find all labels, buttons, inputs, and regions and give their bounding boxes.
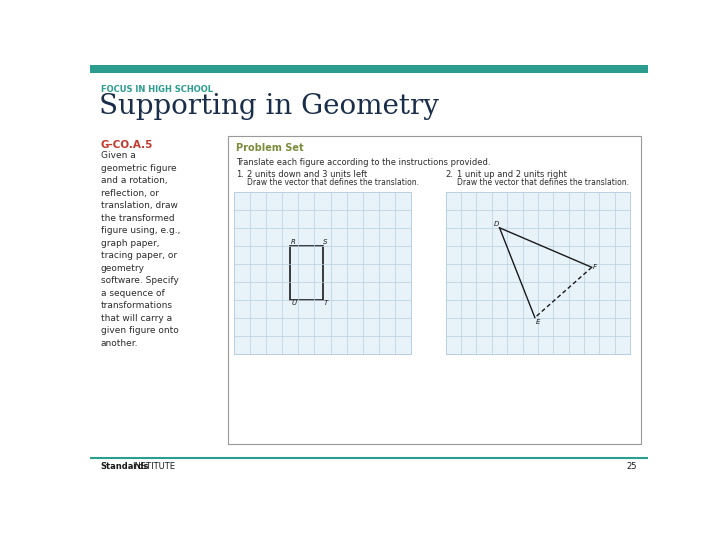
Text: INSTITUTE: INSTITUTE xyxy=(132,462,175,471)
Text: G-CO.A.5: G-CO.A.5 xyxy=(101,140,153,150)
Text: Draw the vector that defines the translation.: Draw the vector that defines the transla… xyxy=(246,178,418,187)
Text: R: R xyxy=(291,239,296,245)
Text: Draw the vector that defines the translation.: Draw the vector that defines the transla… xyxy=(456,178,629,187)
Text: T: T xyxy=(323,300,328,306)
Text: 2 units down and 3 units left: 2 units down and 3 units left xyxy=(246,170,366,179)
Text: Given a
geometric figure
and a rotation,
reflection, or
translation, draw
the tr: Given a geometric figure and a rotation,… xyxy=(101,151,180,348)
Text: Translate each figure according to the instructions provided.: Translate each figure according to the i… xyxy=(235,158,490,167)
Text: 1 unit up and 2 units right: 1 unit up and 2 units right xyxy=(456,170,567,179)
Bar xyxy=(90,65,648,72)
Text: Supporting in Geometry: Supporting in Geometry xyxy=(99,93,439,120)
Bar xyxy=(290,246,323,300)
Bar xyxy=(228,137,641,444)
Bar xyxy=(446,192,630,354)
Text: E: E xyxy=(536,319,540,325)
Text: D: D xyxy=(493,221,499,227)
Text: 1.: 1. xyxy=(235,170,243,179)
Bar xyxy=(234,192,411,354)
Text: FOCUS IN HIGH SCHOOL: FOCUS IN HIGH SCHOOL xyxy=(101,85,213,94)
Text: Standards: Standards xyxy=(101,462,149,471)
Text: U: U xyxy=(291,300,296,306)
Text: F: F xyxy=(593,264,598,271)
Text: Problem Set: Problem Set xyxy=(235,143,303,153)
Text: 25: 25 xyxy=(626,462,637,471)
Text: 2.: 2. xyxy=(446,170,454,179)
Text: S: S xyxy=(323,239,328,245)
